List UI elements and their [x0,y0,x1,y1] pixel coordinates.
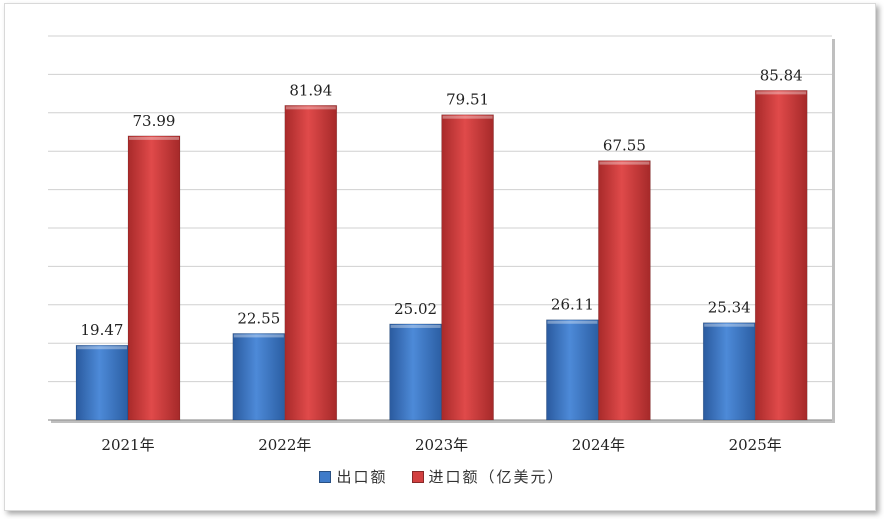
bar-highlight-export [390,324,441,328]
bar-import [754,90,808,421]
data-label-export: 19.47 [81,321,124,339]
data-labels: 19.47 73.99 22.55 81.94 25.02 79.51 26.11 67.55… [81,66,803,339]
bar-export [546,319,599,421]
data-label-import: 81.94 [289,81,332,99]
bar-export [75,344,129,421]
x-tick-label: 2023年 [415,436,468,454]
legend-label-export: 出口额 [336,468,388,486]
bar-export [232,333,286,421]
bar-highlight-export [77,346,127,350]
x-tick-label: 2021年 [101,436,154,454]
data-label-import: 85.84 [760,66,803,84]
bar-export [702,322,756,421]
data-label-import: 73.99 [133,112,176,130]
bar-highlight-import [599,161,650,165]
bar-highlight-export [704,323,755,327]
x-tick-label: 2025年 [729,436,782,454]
bar-highlight-import [129,136,179,140]
bars [75,90,808,421]
bar-highlight-import [442,115,493,119]
bar-import [441,114,494,421]
data-label-import: 67.55 [603,137,646,155]
bar-import [598,160,651,421]
bar-import [127,135,181,421]
bar-highlight-import [756,91,807,95]
bar-highlight-export [233,334,284,338]
legend-swatch-import [411,470,424,483]
data-label-export: 25.34 [708,299,751,317]
legend-item-export: 出口额 [319,466,387,487]
legend-item-import: 进口额（亿美元） [411,466,565,487]
data-label-export: 25.02 [394,300,437,318]
data-label-export: 22.55 [237,309,280,327]
x-tick-label: 2024年 [572,436,625,454]
legend-label-import: 进口额（亿美元） [428,468,565,486]
bar-import [284,105,338,421]
bar-export [389,323,442,421]
legend-swatch-export [319,470,332,483]
bar-highlight-import [285,106,336,110]
legend: 出口额 进口额（亿美元） [0,466,884,487]
bar-highlight-export [547,320,598,324]
data-label-export: 26.11 [551,296,594,314]
x-tick-label: 2022年 [258,436,311,454]
x-axis-ticks: 2021年 2022年 2023年 2024年 2025年 [101,436,781,454]
data-label-import: 79.51 [446,91,489,109]
